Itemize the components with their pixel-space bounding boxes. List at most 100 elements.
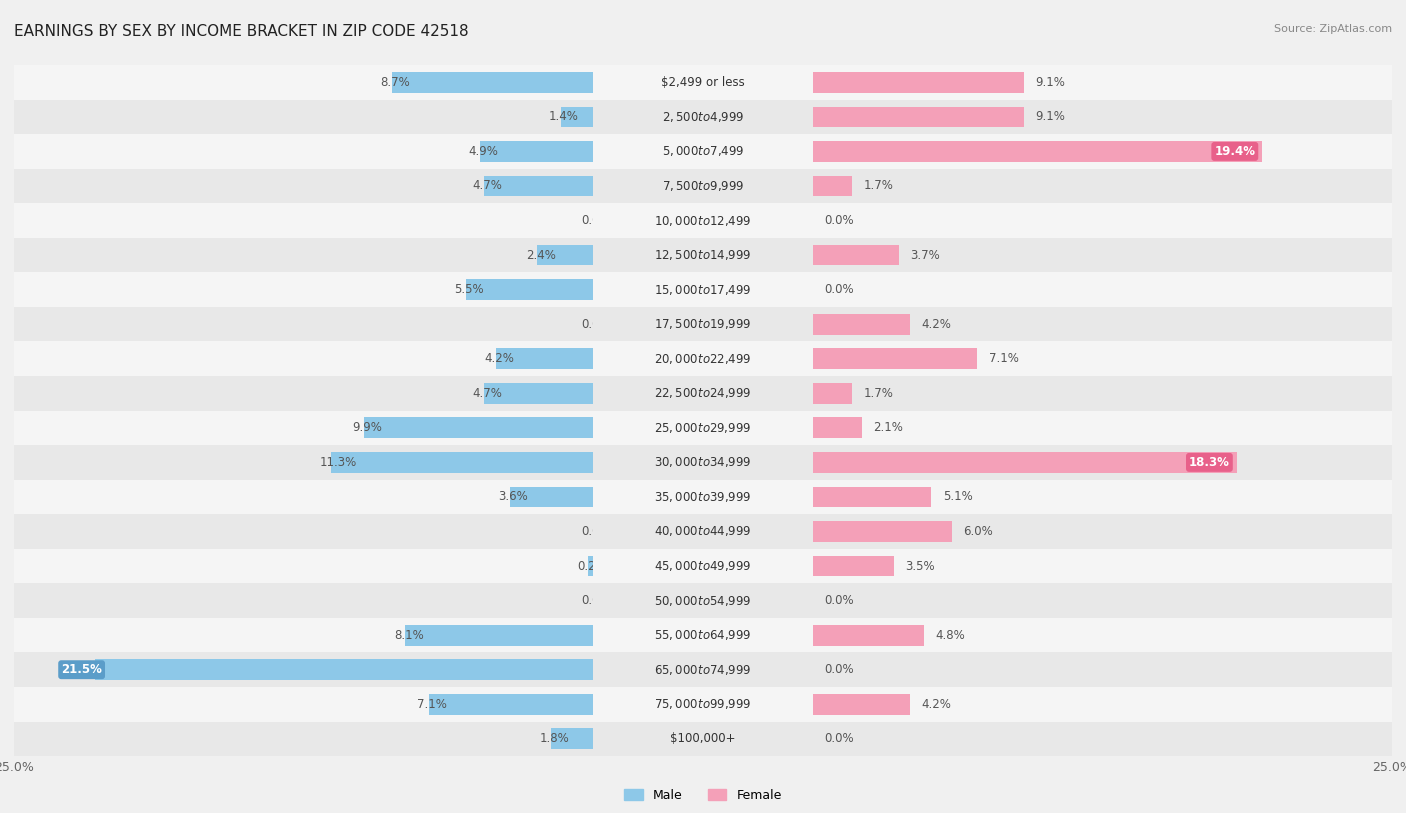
Bar — [0, 203, 1406, 237]
Bar — [0, 618, 1406, 652]
Bar — [405, 624, 593, 646]
Text: 1.8%: 1.8% — [540, 733, 569, 746]
Bar — [0, 446, 1406, 480]
Bar — [0, 618, 1406, 652]
Text: $30,000 to $34,999: $30,000 to $34,999 — [654, 455, 752, 469]
Bar — [465, 280, 593, 300]
Text: 1.7%: 1.7% — [863, 180, 894, 193]
Bar — [0, 480, 1406, 515]
Bar — [0, 652, 1406, 687]
Text: 4.8%: 4.8% — [936, 628, 966, 641]
Bar — [0, 618, 1406, 652]
Bar — [0, 237, 1406, 272]
Bar — [0, 169, 1406, 203]
Bar — [0, 515, 1406, 549]
Text: 0.0%: 0.0% — [582, 214, 612, 227]
Bar — [0, 722, 1406, 756]
Text: 0.0%: 0.0% — [824, 733, 855, 746]
Text: $15,000 to $17,499: $15,000 to $17,499 — [654, 283, 752, 297]
Bar — [0, 446, 1406, 480]
Text: 4.2%: 4.2% — [484, 352, 515, 365]
Text: 0.0%: 0.0% — [824, 663, 855, 676]
Bar — [813, 521, 952, 541]
Text: $55,000 to $64,999: $55,000 to $64,999 — [654, 628, 752, 642]
Bar — [0, 99, 1406, 134]
Bar — [561, 107, 593, 127]
Bar — [813, 624, 924, 646]
Text: $7,500 to $9,999: $7,500 to $9,999 — [662, 179, 744, 193]
Text: Source: ZipAtlas.com: Source: ZipAtlas.com — [1274, 24, 1392, 34]
Text: 4.7%: 4.7% — [472, 180, 502, 193]
Bar — [0, 549, 1406, 584]
Text: 0.0%: 0.0% — [582, 525, 612, 538]
Bar — [0, 203, 1406, 237]
Bar — [0, 722, 1406, 756]
Bar — [496, 349, 593, 369]
Bar — [0, 237, 1406, 272]
Text: 9.9%: 9.9% — [352, 421, 382, 434]
Text: $45,000 to $49,999: $45,000 to $49,999 — [654, 559, 752, 573]
Bar — [0, 549, 1406, 584]
Bar — [0, 307, 1406, 341]
Bar — [0, 446, 1406, 480]
Bar — [0, 169, 1406, 203]
Bar — [484, 383, 593, 404]
Bar — [0, 411, 1406, 446]
Text: $2,500 to $4,999: $2,500 to $4,999 — [662, 110, 744, 124]
Text: 8.1%: 8.1% — [394, 628, 423, 641]
Bar — [0, 515, 1406, 549]
Text: 1.7%: 1.7% — [863, 387, 894, 400]
Bar — [0, 99, 1406, 134]
Bar — [0, 687, 1406, 722]
Bar — [813, 349, 977, 369]
Bar — [0, 480, 1406, 515]
Bar — [813, 486, 931, 507]
Bar — [0, 411, 1406, 446]
Bar — [813, 245, 898, 265]
Bar — [429, 694, 593, 715]
Text: 4.9%: 4.9% — [468, 145, 498, 158]
Text: $20,000 to $22,499: $20,000 to $22,499 — [654, 352, 752, 366]
Text: 5.1%: 5.1% — [942, 490, 973, 503]
Text: 2.1%: 2.1% — [873, 421, 903, 434]
Text: 8.7%: 8.7% — [380, 76, 409, 89]
Bar — [0, 376, 1406, 411]
Bar — [0, 584, 1406, 618]
Bar — [0, 584, 1406, 618]
Bar — [0, 134, 1406, 169]
Text: 4.2%: 4.2% — [922, 698, 952, 711]
Bar — [0, 272, 1406, 307]
Text: $50,000 to $54,999: $50,000 to $54,999 — [654, 593, 752, 607]
Bar — [96, 659, 593, 680]
Text: $75,000 to $99,999: $75,000 to $99,999 — [654, 698, 752, 711]
Bar — [0, 515, 1406, 549]
Bar — [0, 65, 1406, 99]
Bar — [813, 452, 1237, 473]
Bar — [0, 272, 1406, 307]
Text: 4.7%: 4.7% — [472, 387, 502, 400]
Bar — [813, 556, 894, 576]
Text: EARNINGS BY SEX BY INCOME BRACKET IN ZIP CODE 42518: EARNINGS BY SEX BY INCOME BRACKET IN ZIP… — [14, 24, 468, 39]
Bar — [0, 411, 1406, 446]
Text: 0.0%: 0.0% — [824, 594, 855, 607]
Bar — [0, 341, 1406, 376]
Bar — [0, 99, 1406, 134]
Bar — [0, 341, 1406, 376]
Text: $35,000 to $39,999: $35,000 to $39,999 — [654, 490, 752, 504]
Text: 7.1%: 7.1% — [988, 352, 1019, 365]
Bar — [0, 376, 1406, 411]
Text: $2,499 or less: $2,499 or less — [661, 76, 745, 89]
Bar — [0, 549, 1406, 584]
Bar — [813, 418, 862, 438]
Bar — [0, 687, 1406, 722]
Text: 19.4%: 19.4% — [1215, 145, 1256, 158]
Text: 5.5%: 5.5% — [454, 283, 484, 296]
Bar — [0, 65, 1406, 99]
Bar — [0, 65, 1406, 99]
Bar — [813, 694, 910, 715]
Text: $40,000 to $44,999: $40,000 to $44,999 — [654, 524, 752, 538]
Bar — [364, 418, 593, 438]
Bar — [0, 341, 1406, 376]
Text: 11.3%: 11.3% — [319, 456, 357, 469]
Bar — [813, 176, 852, 197]
